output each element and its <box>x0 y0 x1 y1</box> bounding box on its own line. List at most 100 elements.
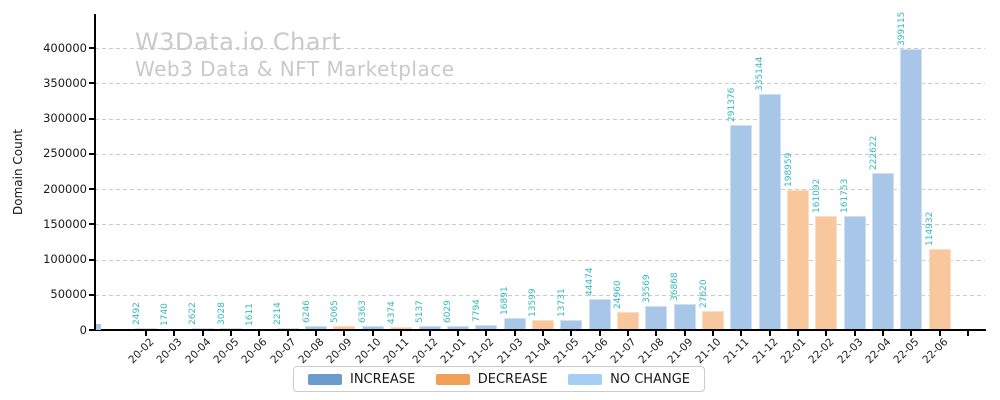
chart-subtitle: Web3 Data & NFT Marketplace <box>135 57 455 81</box>
bar-value-label: 1611 <box>244 302 255 326</box>
x-tick <box>768 331 771 336</box>
bar-value-label: 291376 <box>726 87 737 122</box>
bar-value-label: 6246 <box>301 299 312 323</box>
y-tick <box>89 258 94 261</box>
x-tick <box>882 331 885 336</box>
y-tick <box>89 293 94 296</box>
bar-21-08 <box>645 306 668 330</box>
y-tick <box>89 47 94 49</box>
y-tick-label: 400000 <box>43 40 87 55</box>
legend-swatch-no-change <box>568 373 603 385</box>
y-axis-line <box>94 14 96 331</box>
x-tick <box>683 331 686 336</box>
gridline <box>95 224 985 226</box>
x-tick <box>910 331 913 336</box>
bar-value-label: 2492 <box>131 302 142 326</box>
x-axis-line <box>94 329 986 331</box>
y-tick <box>89 223 94 226</box>
x-tick <box>428 331 431 336</box>
y-tick-label: 300000 <box>43 111 87 125</box>
x-tick <box>938 331 941 336</box>
legend-item-decrease: DECREASE <box>435 371 548 387</box>
x-tick <box>173 331 176 336</box>
bar-value-label: 16891 <box>500 286 511 316</box>
legend-swatch-increase <box>308 373 342 385</box>
gridline <box>95 153 985 155</box>
y-tick <box>89 117 94 120</box>
y-tick-label: 200000 <box>43 181 87 196</box>
x-tick <box>712 331 714 336</box>
x-tick <box>598 331 601 336</box>
legend-label: DECREASE <box>477 371 548 387</box>
bar-value-label: 13731 <box>556 288 567 318</box>
bar-value-label: 161753 <box>840 178 851 213</box>
bar-value-label: 222622 <box>868 135 879 171</box>
bar-value-label: 198959 <box>783 152 794 187</box>
bar-value-label: 399115 <box>896 11 907 46</box>
bar-value-label: 335144 <box>755 56 766 91</box>
bar-value-label: 4374 <box>386 301 397 324</box>
bar-value-label: 24960 <box>613 280 624 310</box>
bar-value-label: 33569 <box>641 274 652 304</box>
bar-21-11 <box>730 124 753 330</box>
bar-value-label: 6029 <box>443 299 454 323</box>
x-tick <box>343 331 346 336</box>
bar-value-label: 5065 <box>329 300 340 324</box>
gridline <box>95 259 985 261</box>
y-tick <box>89 329 94 331</box>
x-tick <box>513 331 516 336</box>
x-tick <box>258 331 261 336</box>
x-tick <box>286 331 289 336</box>
y-tick <box>89 82 94 85</box>
x-tick <box>485 331 488 336</box>
x-tick <box>626 331 629 336</box>
x-tick <box>825 331 828 336</box>
bar-value-label: 13599 <box>528 288 539 318</box>
y-tick <box>89 188 94 190</box>
gridline <box>95 83 985 85</box>
x-tick <box>740 331 743 336</box>
gridline <box>95 118 985 120</box>
bar-21-09 <box>673 304 696 330</box>
bar-value-label: 161092 <box>811 179 822 214</box>
legend-label: INCREASE <box>350 371 416 387</box>
gridline <box>95 294 985 296</box>
bar-21-10 <box>702 310 724 330</box>
x-tick <box>541 331 544 336</box>
gridline <box>95 48 985 49</box>
bar-value-label: 3028 <box>216 301 227 325</box>
x-tick <box>570 331 573 336</box>
y-axis-label: Domain Count <box>11 128 25 216</box>
x-tick <box>371 331 374 336</box>
bar-value-label: 36868 <box>670 272 681 301</box>
bar-21-07 <box>616 312 639 330</box>
bar-value-label: 6363 <box>358 299 369 323</box>
legend: INCREASE DECREASE NO CHANGE <box>293 366 705 392</box>
x-tick <box>400 331 403 336</box>
y-tick <box>89 152 94 155</box>
legend-label: NO CHANGE <box>610 371 690 387</box>
bar-value-label: 2622 <box>188 302 199 326</box>
gridline <box>95 189 985 190</box>
bar-value-label: 44474 <box>585 267 596 296</box>
chart-title: W3Data.io Chart <box>135 28 342 56</box>
y-tick-label: 100000 <box>43 252 87 266</box>
x-tick <box>655 331 658 336</box>
bar-value-label: 1740 <box>159 302 170 326</box>
x-tick <box>797 331 800 336</box>
bar-22-06 <box>928 248 951 330</box>
bar-value-label: 5137 <box>415 300 425 324</box>
legend-item-no-change: NO CHANGE <box>568 372 690 387</box>
x-tick <box>456 331 459 336</box>
y-tick-label: 50000 <box>50 287 87 302</box>
x-tick <box>201 331 204 336</box>
bar-21-06 <box>588 298 611 330</box>
x-tick <box>230 331 233 336</box>
bar-value-label: 7794 <box>471 298 482 322</box>
y-tick-label: 0 <box>79 322 87 337</box>
clipped-mini-bar <box>96 324 101 330</box>
x-tick <box>145 331 147 336</box>
y-tick-label: 150000 <box>43 216 87 231</box>
x-tick <box>853 331 856 336</box>
